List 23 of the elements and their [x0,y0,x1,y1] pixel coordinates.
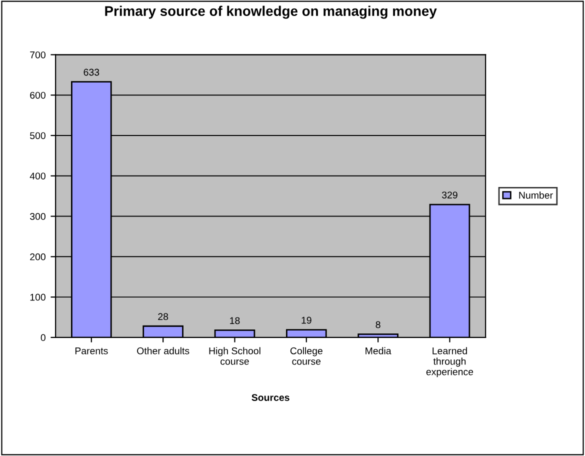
data-label: 18 [230,317,240,324]
y-tick-label: 700 [30,51,46,58]
y-tick-label: 600 [30,92,46,99]
y-tick-label: 400 [30,172,46,180]
x-tick-label: Other adults [137,347,190,354]
x-tick-label: High School course [209,347,260,365]
x-axis-title: Sources [252,394,290,401]
y-tick-label: 0 [40,334,46,342]
data-label: 19 [302,316,312,324]
x-tick-label: College course [290,347,322,365]
data-label: 329 [442,192,458,198]
y-tick-label: 200 [30,253,46,260]
data-label: 8 [376,321,380,328]
y-tick-label: 100 [30,294,46,301]
x-tick-label: Media [366,347,392,354]
data-label: 633 [84,68,100,76]
y-tick-label: 300 [30,213,46,220]
data-label: 28 [158,313,168,320]
x-tick-label: Parents [75,348,108,354]
chart-title: Primary source of knowledge on managing money [105,6,437,19]
y-tick-label: 500 [30,132,46,140]
x-tick-label: Learned through experience [426,347,474,378]
legend-label: Number [519,192,553,199]
